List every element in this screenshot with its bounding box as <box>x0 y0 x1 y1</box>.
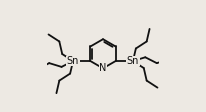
Text: Sn: Sn <box>127 56 139 66</box>
Text: N: N <box>99 63 107 73</box>
Text: Sn: Sn <box>67 56 79 66</box>
